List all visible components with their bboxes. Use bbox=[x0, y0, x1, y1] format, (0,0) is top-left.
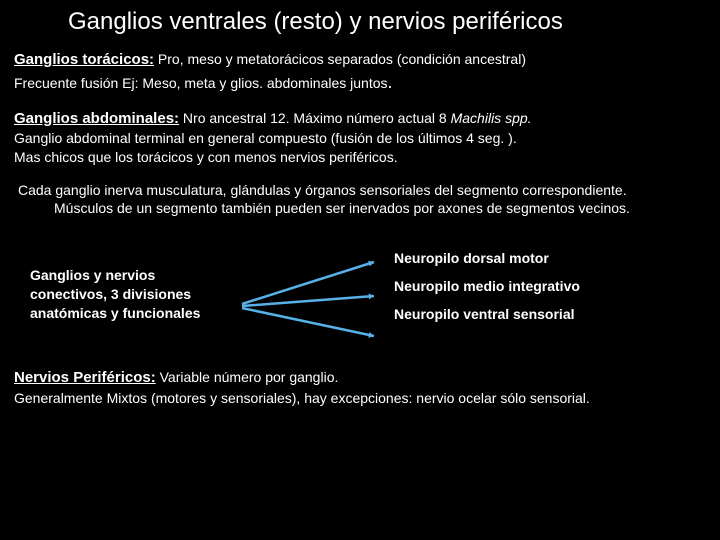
inerva-l2: Músculos de un segmento también pueden s… bbox=[54, 199, 706, 218]
toracicos-period: . bbox=[388, 72, 393, 92]
abdominales-heading: Ganglios abdominales: bbox=[14, 110, 179, 127]
inerva-l1: Cada ganglio inerva musculatura, glándul… bbox=[18, 181, 706, 200]
toracicos-line2: Frecuente fusión Ej: Meso, meta y glios.… bbox=[14, 75, 388, 91]
divisions-l3: anatómicas y funcionales bbox=[30, 304, 230, 323]
arrows-diagram bbox=[234, 254, 389, 354]
neuro-medio: Neuropilo medio integrativo bbox=[394, 278, 580, 294]
abdominales-line3: Mas chicos que los torácicos y con menos… bbox=[14, 148, 706, 167]
perifericos-line2: Generalmente Mixtos (motores y sensorial… bbox=[14, 389, 706, 408]
abdominales-line2: Ganglio abdominal terminal en general co… bbox=[14, 129, 706, 148]
perifericos-block: Nervios Periféricos: Variable número por… bbox=[14, 368, 706, 407]
neuro-ventral: Neuropilo ventral sensorial bbox=[394, 306, 580, 322]
toracicos-text1: Pro, meso y metatorácicos separados (con… bbox=[154, 51, 526, 67]
abdominales-italic: Machilis spp. bbox=[451, 110, 532, 126]
neuropilo-labels: Neuropilo dorsal motor Neuropilo medio i… bbox=[394, 250, 580, 334]
divisions-l2: conectivos, 3 divisiones bbox=[30, 285, 230, 304]
page-title: Ganglios ventrales (resto) y nervios per… bbox=[68, 8, 706, 36]
toracicos-block: Ganglios torácicos: Pro, meso y metatorá… bbox=[14, 50, 706, 95]
inerva-block: Cada ganglio inerva musculatura, glándul… bbox=[18, 181, 706, 219]
perifericos-heading: Nervios Periféricos: bbox=[14, 369, 156, 386]
toracicos-heading: Ganglios torácicos: bbox=[14, 51, 154, 68]
abdominales-text1: Nro ancestral 12. Máximo número actual 8 bbox=[179, 110, 451, 126]
neuropilo-section: Ganglios y nervios conectivos, 3 divisio… bbox=[14, 248, 706, 358]
perifericos-text1: Variable número por ganglio. bbox=[156, 369, 339, 385]
divisions-label: Ganglios y nervios conectivos, 3 divisio… bbox=[30, 266, 230, 323]
divisions-l1: Ganglios y nervios bbox=[30, 266, 230, 285]
neuro-dorsal: Neuropilo dorsal motor bbox=[394, 250, 580, 266]
abdominales-block: Ganglios abdominales: Nro ancestral 12. … bbox=[14, 109, 706, 167]
